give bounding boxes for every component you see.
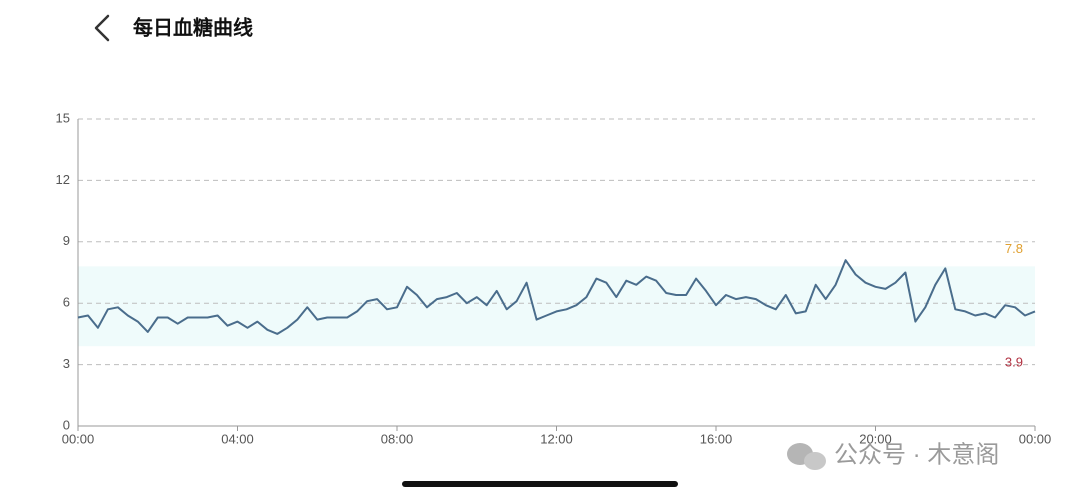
y-tick-label: 6 xyxy=(63,295,70,310)
target-low-label: 3.9 xyxy=(1005,355,1023,370)
glucose-line xyxy=(77,259,1036,335)
x-tick-label: 00:00 xyxy=(1019,431,1052,446)
y-tick-label: 3 xyxy=(63,356,70,371)
watermark-icon xyxy=(787,443,826,470)
y-tick-label: 9 xyxy=(63,233,70,248)
target-band xyxy=(78,266,1035,347)
page-title: 每日血糖曲线 xyxy=(133,15,253,39)
watermark: 公众号 · 木意阁 xyxy=(834,441,999,468)
x-tick-label: 04:00 xyxy=(221,431,254,446)
x-tick-label: 16:00 xyxy=(700,431,733,446)
back-button[interactable] xyxy=(94,14,110,42)
chart: 0 3 6 9 12 15 00:00 04:00 08:00 12:00 16:00 20:00 00… xyxy=(56,110,1052,446)
x-tick-label: 00:00 xyxy=(62,431,95,446)
x-tick-label: 12:00 xyxy=(540,431,573,446)
x-tick-label: 08:00 xyxy=(381,431,414,446)
y-tick-label: 0 xyxy=(63,417,70,432)
x-tick-label: 20:00 xyxy=(859,431,892,446)
target-high-label: 7.8 xyxy=(1005,241,1023,256)
y-tick-label: 12 xyxy=(56,172,70,187)
y-tick-label: 15 xyxy=(56,110,70,125)
home-indicator xyxy=(402,481,678,487)
